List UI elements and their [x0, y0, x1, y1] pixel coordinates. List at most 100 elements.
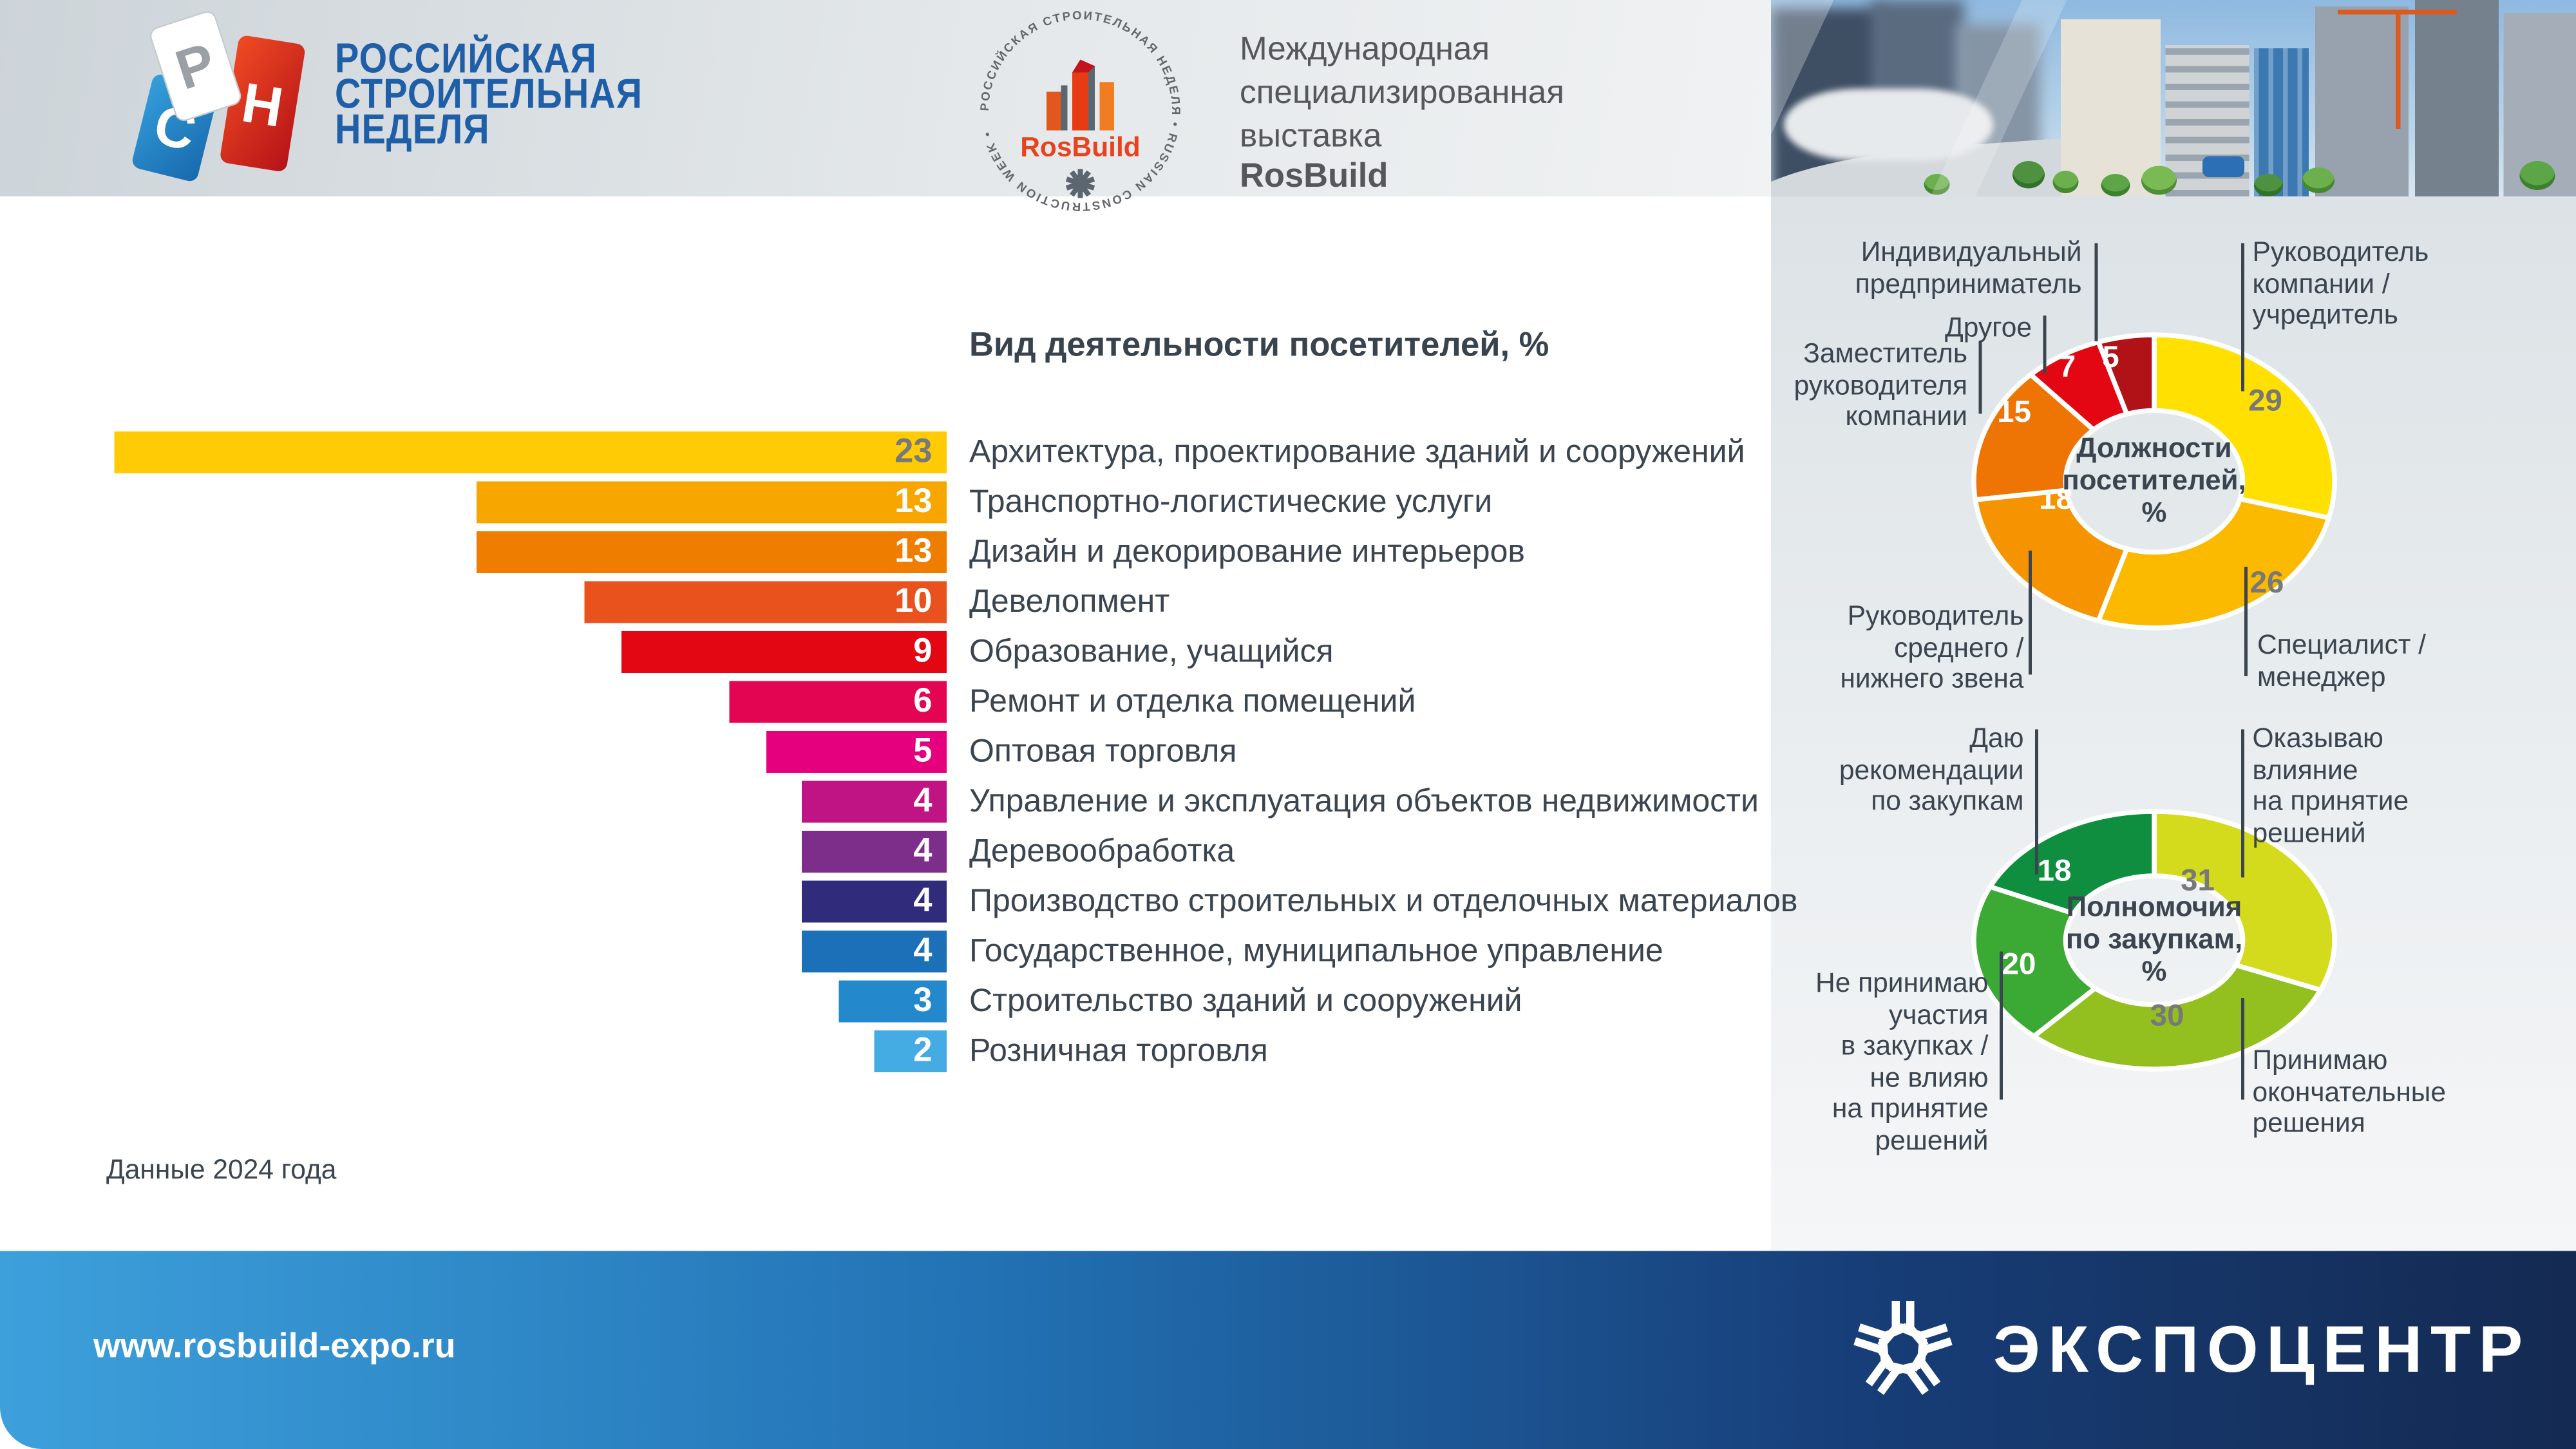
donut-value-label: 20	[2002, 947, 2036, 981]
emblem-wordmark: RosBuild	[1020, 133, 1141, 163]
emblem-star-icon	[1065, 169, 1095, 198]
photo-tree	[2012, 161, 2045, 189]
donut-segment-label: Индивидуальный предприниматель	[1855, 236, 2082, 299]
donut-segment	[1986, 809, 2157, 916]
donut-segment	[2095, 332, 2157, 417]
bar-chart-title: Вид деятельности посетителей, %	[969, 327, 1549, 365]
bar-category-label: Ремонт и отделка помещений	[969, 684, 1416, 720]
photo-building	[2254, 48, 2309, 196]
donut-value-label: 15	[1997, 395, 2031, 429]
bar-value-label: 4	[913, 782, 933, 820]
leader-line	[1978, 341, 1982, 414]
leader-line	[2241, 998, 2244, 1100]
bar-value-label: 3	[913, 982, 933, 1019]
photo-tree	[2302, 167, 2334, 193]
donut-segment-label: Не принимаю участия в закупках / не влия…	[1815, 967, 1989, 1155]
donut-value-label: 31	[2181, 864, 2215, 898]
donut-segment-label: Руководитель среднего / нижнего звена	[1840, 600, 2024, 694]
bar-value-label: 9	[913, 632, 933, 670]
bar-value-label: 13	[895, 483, 933, 520]
svg-text:Н: Н	[238, 71, 287, 139]
donut-segment	[2029, 962, 2324, 1072]
bar-value-label: 10	[895, 583, 933, 620]
donut-value-label: 29	[2248, 384, 2282, 418]
bar-value-label: 4	[913, 882, 933, 920]
exhibition-subtitle: Международная специализированная выставк…	[1240, 30, 1565, 155]
photo-glass-reflection	[1771, 0, 2576, 196]
donut-segment-label: Специалист / менеджер	[2257, 629, 2426, 692]
donut-segment-label: Принимаю окончательные решения	[2252, 1045, 2446, 1139]
bar: 6	[729, 681, 947, 723]
bar-category-label: Оптовая торговля	[969, 734, 1237, 770]
donut-segment-label: Заместитель руководителя компании	[1794, 338, 1967, 431]
donut-value-label: 18	[2038, 854, 2072, 888]
leader-line	[2043, 316, 2047, 374]
expocentre-logo	[1852, 1298, 1955, 1401]
bar: 2	[874, 1030, 947, 1072]
bar-value-label: 4	[913, 832, 933, 870]
header-band: С Н Р РОССИЙСКАЯ СТРОИТЕЛЬНАЯ НЕДЕЛЯ РОС…	[0, 0, 1771, 214]
bar-category-label: Деревообработка	[969, 834, 1235, 869]
photo-tree	[2101, 174, 2130, 196]
donut-value-label: 5	[2102, 340, 2119, 374]
donut-segment	[1971, 884, 2099, 1039]
rsn-logo-icon: С Н Р	[132, 11, 305, 182]
donut-segment-label: Даю рекомендации по закупкам	[1839, 723, 2024, 817]
bar-category-label: Государственное, муниципальное управлени…	[969, 934, 1663, 969]
bar: 9	[620, 631, 947, 673]
city-model-photo	[1771, 0, 2576, 196]
leader-line	[2244, 567, 2248, 676]
leader-line	[2241, 729, 2244, 878]
bar-value-label: 23	[895, 433, 933, 471]
photo-tree	[1924, 174, 1950, 195]
donut-value-label: 30	[2150, 999, 2184, 1033]
donut-segment	[1972, 488, 2130, 624]
donut-value-label: 7	[2059, 350, 2076, 384]
donut-segment	[2095, 496, 2333, 630]
bar-category-label: Образование, учащийся	[969, 634, 1334, 670]
expocentre-wordmark: ЭКСПОЦЕНТР	[1993, 1312, 2531, 1387]
emblem-building-icon	[1046, 59, 1114, 131]
expocentre-star-icon	[1853, 1301, 1953, 1395]
photo-crane-icon	[2338, 10, 2457, 15]
rosbuild-emblem-icon: РОССИЙСКАЯ СТРОИТЕЛЬНАЯ НЕДЕЛЯ • RUSSIAN…	[978, 8, 1181, 214]
footer	[0, 1251, 2576, 1449]
bar-category-label: Архитектура, проектирование зданий и соо…	[969, 435, 1745, 470]
bar-category-label: Дизайн и декорирование интерьеров	[969, 535, 1525, 570]
brand-title: РОССИЙСКАЯ СТРОИТЕЛЬНАЯ НЕДЕЛЯ	[335, 33, 643, 153]
photo-building	[2315, 6, 2409, 196]
bar: 23	[113, 431, 947, 473]
bar-value-label: 6	[913, 683, 933, 720]
bar: 13	[475, 531, 947, 573]
photo-building	[2415, 0, 2499, 196]
data-year-note: Данные 2024 года	[106, 1154, 337, 1186]
bar-category-label: Строительство зданий и сооружений	[969, 983, 1522, 1019]
photo-tree	[2141, 166, 2177, 195]
photo-tree	[2519, 161, 2555, 190]
donut-value-label: 26	[2250, 565, 2284, 600]
bar: 4	[802, 880, 947, 923]
photo-tree	[2254, 174, 2283, 196]
leader-line	[2094, 243, 2098, 341]
bar-value-label: 2	[913, 1032, 933, 1070]
donut-segment	[2152, 809, 2337, 993]
donut-chart: 31 30 20 18	[1971, 809, 2337, 1072]
bar: 10	[584, 581, 947, 623]
donut-segment-label: Другое	[1944, 312, 2032, 343]
leader-line	[2029, 551, 2032, 675]
bar-value-label: 4	[913, 932, 933, 970]
donut-segment-label: Оказываю влияние на принятие решений	[2252, 723, 2409, 848]
bar: 3	[838, 980, 947, 1023]
photo-crane-icon	[2396, 10, 2401, 129]
bar: 4	[802, 781, 947, 823]
bar: 4	[802, 831, 947, 873]
photo-structure	[1784, 88, 1993, 161]
donut-segment-label: Руководитель компании / учредитель	[2252, 236, 2429, 330]
leader-line	[2035, 729, 2038, 875]
photo-tree	[2052, 171, 2079, 193]
photo-truck	[2202, 156, 2244, 177]
bar: 13	[475, 481, 947, 524]
